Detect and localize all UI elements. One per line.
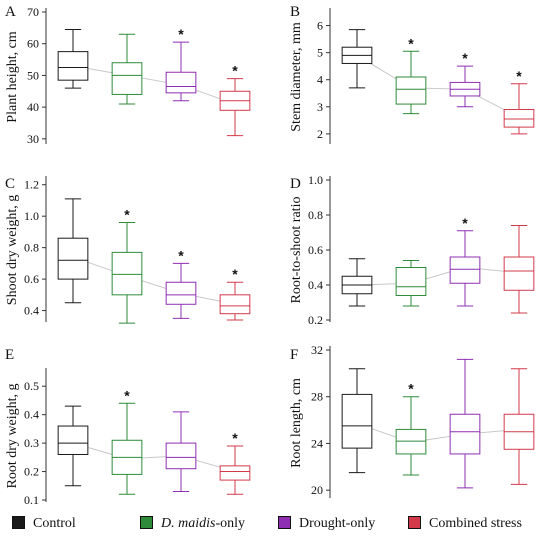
panel-f-significance-star-dmaidis: * [408,381,414,397]
legend-label-combined: Combined stress [429,516,522,531]
panel-f-y-tick-label: 20 [311,483,323,497]
legend-label-dmaidis-suffix: -only [215,516,246,531]
panel-a-y-axis-title: Plant height, cm [5,31,20,122]
panel-d-letter: D [290,176,301,192]
panel-f-y-tick-label: 28 [311,390,323,404]
panel-c-significance-star-dmaidis: * [124,206,130,222]
panel-c-box-combined [219,294,251,315]
boxplot-panels: A 30 40 50 60 70 Plant height, cm * * B 2 3 4 5 6 Stem … [5,4,535,507]
panel-d-trend-line [356,266,520,286]
panel-d-y-tick-label: 0.6 [308,243,323,257]
panel-c-y-axis-title: Shoot dry weight, g [5,195,20,305]
panel-b-trend-line [356,54,520,119]
panel-d-box-drought [449,256,481,284]
panel-a-significance-star-drought: * [178,26,184,42]
panel-e-trend-line [72,442,236,473]
legend-label-drought: Drought-only [299,516,376,531]
panel-e-y-tick-label: 0.3 [24,436,39,450]
legend-swatch-control [12,516,25,529]
panel-b-letter: B [290,4,300,20]
panel-c-significance-star-combined: * [232,266,238,282]
panel-d-box-combined [503,256,535,291]
panel-d-y-tick-label: 0.2 [308,313,323,327]
panel-b-y-tick-label: 4 [317,73,323,87]
legend-label-control: Control [33,516,76,531]
panel-a-significance-star-combined: * [232,63,238,79]
panel-b-y-tick-label: 3 [317,100,323,114]
panel-b-y-axis-title: Stem diameter, mm [289,22,304,132]
panel-a-y-tick-label: 40 [27,100,39,114]
panel-a-y-tick-label: 60 [27,37,39,51]
panel-b-significance-star-drought: * [462,50,468,66]
panel-c-letter: C [5,176,15,192]
panel-a-box-drought [165,71,197,94]
panel-b-y-tick-label: 2 [317,127,323,141]
legend-item-control: Control [12,516,76,536]
panel-c-y-tick-label: 1.2 [24,178,39,192]
panel-e-box-combined [219,465,251,481]
panel-a-letter: A [5,4,16,20]
panel-d-y-tick-label: 1.0 [308,173,323,187]
panel-c-y-tick-label: 0.8 [24,241,39,255]
panel-c-significance-star-drought: * [178,247,184,263]
panel-d-y-tick-label: 0.4 [308,278,323,292]
panel-b-y-tick-label: 5 [317,46,323,60]
legend-swatch-combined [408,516,421,529]
panel-f-trend-line [356,423,520,443]
legend-item-drought: Drought-only [278,516,375,536]
panel-d-y-tick-label: 0.8 [308,208,323,222]
panel-f-box-control [341,393,373,449]
panel-e-y-tick-label: 0.2 [24,465,39,479]
panel-e-y-tick-label: 0.5 [24,379,39,393]
panel-e-box-control [57,425,89,455]
panel-c-box-dmaidis [111,251,143,296]
panel-c-y-tick-label: 0.4 [24,304,39,318]
legend-swatch-drought [278,516,291,529]
panel-b-significance-star-dmaidis: * [408,35,414,51]
panel-e-y-axis-title: Root dry weight, g [5,384,20,489]
panel-c-trend-line [72,256,236,305]
panel-b-box-dmaidis [395,76,427,105]
panel-a-box-dmaidis [111,62,143,95]
panel-e-box-drought [165,442,197,470]
panel-f-y-tick-label: 24 [311,436,323,450]
panel-c-box-control [57,237,89,280]
panel-d-y-axis-title: Root-to-shoot ratio [289,197,304,304]
legend-item-combined: Combined stress [408,516,522,536]
panel-b-box-combined [503,109,535,128]
panel-f-box-dmaidis [395,428,427,455]
panel-d-significance-star-drought: * [462,215,468,231]
panel-a-y-tick-label: 30 [27,132,39,146]
panel-f-y-tick-label: 32 [311,343,323,357]
panel-e-letter: E [5,347,14,363]
panel-a-box-control [57,51,89,81]
panel-b-significance-star-combined: * [516,68,522,84]
panel-d-box-dmaidis [395,267,427,296]
panel-e-significance-star-combined: * [232,430,238,446]
panel-c-box-drought [165,281,197,305]
panel-c-y-tick-label: 0.6 [24,272,39,286]
legend-label-dmaidis-italic: D. maidis [161,516,216,531]
panel-f-box-drought [449,413,481,455]
panel-a-trend-line [72,65,236,105]
panel-e-y-tick-label: 0.1 [24,493,39,507]
panel-f-letter: F [290,347,298,363]
panel-b-y-tick-label: 6 [317,19,323,33]
panel-c-y-tick-label: 1.0 [24,209,39,223]
legend-swatch-dmaidis [140,516,153,529]
panel-e-significance-star-dmaidis: * [124,387,130,403]
panel-a-y-tick-label: 50 [27,68,39,82]
panel-e-y-tick-label: 0.4 [24,408,39,422]
legend-item-dmaidis: D. maidis-only [140,516,245,536]
panel-a-y-tick-label: 70 [27,5,39,19]
legend: Control D. maidis-only Drought-only Comb… [0,510,550,538]
panel-f-y-axis-title: Root length, cm [289,378,304,468]
